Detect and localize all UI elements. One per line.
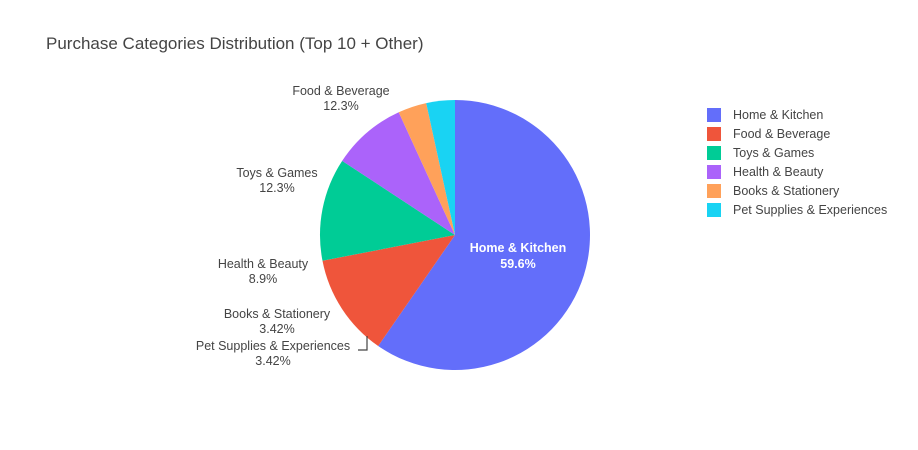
slice-label-health-and-beauty: Health & Beauty 8.9%	[218, 257, 309, 286]
legend-label: Books & Stationery	[733, 183, 840, 198]
pie-slice-home-and-kitchen[interactable]	[378, 100, 590, 371]
pie-slice-food-and-beverage[interactable]	[322, 235, 455, 347]
slice-label-books-and-stationery: Books & Stationery 3.42%	[224, 307, 331, 336]
slice-label-home-and-kitchen: Home & Kitchen 59.6%	[470, 241, 567, 271]
legend-label: Health & Beauty	[733, 164, 824, 179]
legend-item-pet-supplies-and-experiences[interactable]: Pet Supplies & Experiences	[707, 200, 887, 219]
legend-swatch	[707, 107, 721, 122]
legend-item-food-and-beverage[interactable]: Food & Beverage	[707, 124, 887, 143]
slice-label-toys-and-games: Toys & Games 12.3%	[236, 166, 317, 195]
legend-swatch	[707, 164, 721, 179]
pie-slice-health-and-beauty[interactable]	[342, 112, 455, 235]
legend: Home & Kitchen Food & Beverage Toys & Game…	[707, 105, 887, 219]
pie-slice-toys-and-games[interactable]	[319, 160, 455, 261]
legend-swatch	[707, 202, 721, 217]
leader-line	[358, 336, 368, 351]
legend-label: Pet Supplies & Experiences	[733, 202, 888, 217]
chart-title: Purchase Categories Distribution (Top 10…	[46, 34, 424, 53]
legend-item-books-and-stationery[interactable]: Books & Stationery	[707, 181, 887, 200]
legend-item-home-and-kitchen[interactable]: Home & Kitchen	[707, 105, 887, 124]
legend-swatch	[707, 183, 721, 198]
slice-label-pet-supplies-and-experiences: Pet Supplies & Experiences 3.42%	[196, 339, 350, 368]
legend-label: Toys & Games	[733, 145, 815, 160]
legend-swatch	[707, 145, 721, 160]
pie-slice-books-and-stationery[interactable]	[398, 103, 455, 236]
legend-swatch	[707, 126, 721, 141]
legend-item-toys-and-games[interactable]: Toys & Games	[707, 143, 887, 162]
legend-label: Food & Beverage	[733, 126, 831, 141]
pie-slice-pet-supplies-and-experiences[interactable]	[426, 100, 455, 235]
pie-labels: Home & Kitchen 59.6% Food & Beverage 12.3% T…	[196, 84, 566, 368]
slice-label-food-and-beverage: Food & Beverage 12.3%	[292, 84, 389, 113]
legend-label: Home & Kitchen	[733, 107, 824, 122]
legend-item-health-and-beauty[interactable]: Health & Beauty	[707, 162, 887, 181]
pie-slices	[319, 100, 590, 371]
